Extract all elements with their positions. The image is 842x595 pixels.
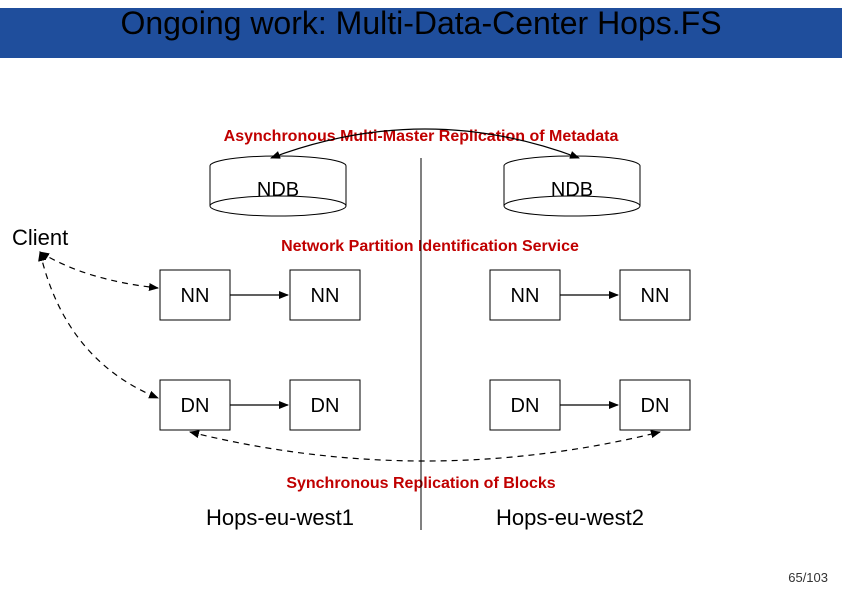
dn-box-2: DN — [290, 380, 360, 430]
sync-arc — [190, 432, 660, 461]
nn-box-2: NN — [290, 270, 360, 320]
client-to-dn — [40, 252, 158, 398]
caption-partition: Network Partition Identification Service — [180, 238, 680, 256]
svg-text:NN: NN — [311, 285, 340, 307]
svg-text:DN: DN — [641, 395, 670, 417]
ndb-left-label: NDB — [257, 179, 299, 201]
svg-text:DN: DN — [511, 395, 540, 417]
nn-box-1: NN — [160, 270, 230, 320]
page-number: 65/103 — [788, 570, 828, 585]
page-title: Ongoing work: Multi-Data-Center Hops.FS — [0, 5, 842, 42]
region-right-label: Hops-eu-west2 — [460, 505, 680, 531]
region-left-label: Hops-eu-west1 — [170, 505, 390, 531]
svg-text:NN: NN — [181, 285, 210, 307]
ndb-right: NDB — [504, 156, 640, 216]
svg-text:NN: NN — [511, 285, 540, 307]
nn-box-4: NN — [620, 270, 690, 320]
dn-box-4: DN — [620, 380, 690, 430]
client-label: Client — [12, 225, 68, 251]
dn-box-1: DN — [160, 380, 230, 430]
ndb-right-label: NDB — [551, 179, 593, 201]
dn-box-3: DN — [490, 380, 560, 430]
svg-text:DN: DN — [181, 395, 210, 417]
caption-async: Asynchronous Multi-Master Replication of… — [0, 128, 842, 146]
ndb-left: NDB — [210, 156, 346, 216]
svg-text:DN: DN — [311, 395, 340, 417]
diagram-svg: NDB NDB NN NN NN NN DN DN DN — [0, 0, 842, 595]
caption-sync: Synchronous Replication of Blocks — [0, 475, 842, 493]
client-to-nn — [40, 252, 158, 288]
svg-text:NN: NN — [641, 285, 670, 307]
nn-box-3: NN — [490, 270, 560, 320]
